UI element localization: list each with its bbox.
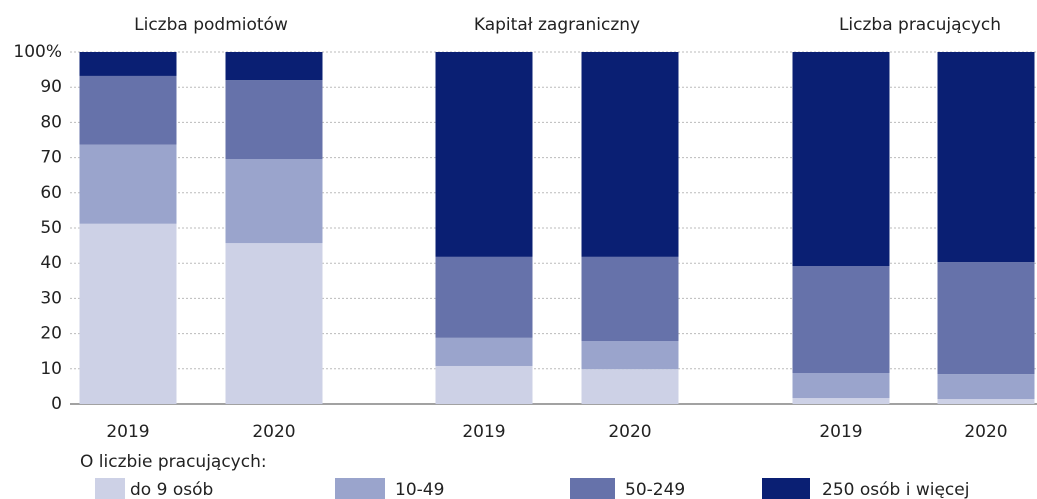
x-tick-label: 2019 bbox=[819, 422, 862, 442]
bar-segment bbox=[581, 256, 679, 341]
bar-segment bbox=[792, 266, 890, 374]
legend-swatch bbox=[95, 478, 125, 499]
group-title: Kapitał zagraniczny bbox=[474, 15, 640, 35]
bar-segment bbox=[792, 52, 890, 267]
bar-segment bbox=[435, 365, 533, 404]
bar-segment bbox=[79, 75, 177, 145]
y-tick-label: 0 bbox=[51, 394, 62, 414]
bar-segment bbox=[937, 399, 1035, 404]
bar-segment bbox=[79, 52, 177, 76]
bar-segment bbox=[225, 52, 323, 81]
group-title: Liczba podmiotów bbox=[134, 15, 288, 35]
y-tick-label: 100% bbox=[13, 42, 62, 62]
x-tick-label: 2019 bbox=[106, 422, 149, 442]
x-tick-label: 2019 bbox=[462, 422, 505, 442]
legend-swatch bbox=[335, 478, 385, 499]
bar-segment bbox=[792, 373, 890, 399]
bar-segment bbox=[79, 223, 177, 404]
bar-segment bbox=[792, 398, 890, 404]
y-tick-label: 50 bbox=[40, 218, 62, 238]
legend-label: 10-49 bbox=[395, 480, 444, 499]
legend-label: 250 osób i więcej bbox=[822, 480, 969, 499]
x-tick-label: 2020 bbox=[252, 422, 295, 442]
x-tick-label: 2020 bbox=[964, 422, 1007, 442]
bar-segment bbox=[225, 159, 323, 244]
bar-segment bbox=[435, 256, 533, 338]
bar-segment bbox=[581, 369, 679, 404]
y-tick-label: 60 bbox=[40, 183, 62, 203]
bar-segment bbox=[581, 52, 679, 257]
y-tick-label: 20 bbox=[40, 324, 62, 344]
y-tick-label: 40 bbox=[40, 253, 62, 273]
bar-segment bbox=[937, 262, 1035, 375]
y-tick-label: 90 bbox=[40, 77, 62, 97]
x-tick-label: 2020 bbox=[608, 422, 651, 442]
bar-segment bbox=[937, 374, 1035, 400]
bar-segment bbox=[225, 243, 323, 404]
y-tick-label: 30 bbox=[40, 288, 62, 308]
bar-segment bbox=[79, 144, 177, 224]
group-title: Liczba pracujących bbox=[839, 15, 1001, 35]
y-tick-label: 70 bbox=[40, 148, 62, 168]
y-tick-label: 80 bbox=[40, 112, 62, 132]
legend-swatch bbox=[762, 478, 810, 499]
legend-title: O liczbie pracujących: bbox=[80, 452, 267, 472]
bar-segment bbox=[435, 52, 533, 257]
legend-label: 50-249 bbox=[625, 480, 685, 499]
bar-segment bbox=[225, 80, 323, 160]
bar-segment bbox=[937, 52, 1035, 263]
legend-label: do 9 osób bbox=[130, 480, 213, 499]
bar-segment bbox=[435, 337, 533, 366]
y-tick-label: 10 bbox=[40, 359, 62, 379]
bar-segment bbox=[581, 340, 679, 370]
legend-swatch bbox=[570, 478, 615, 499]
